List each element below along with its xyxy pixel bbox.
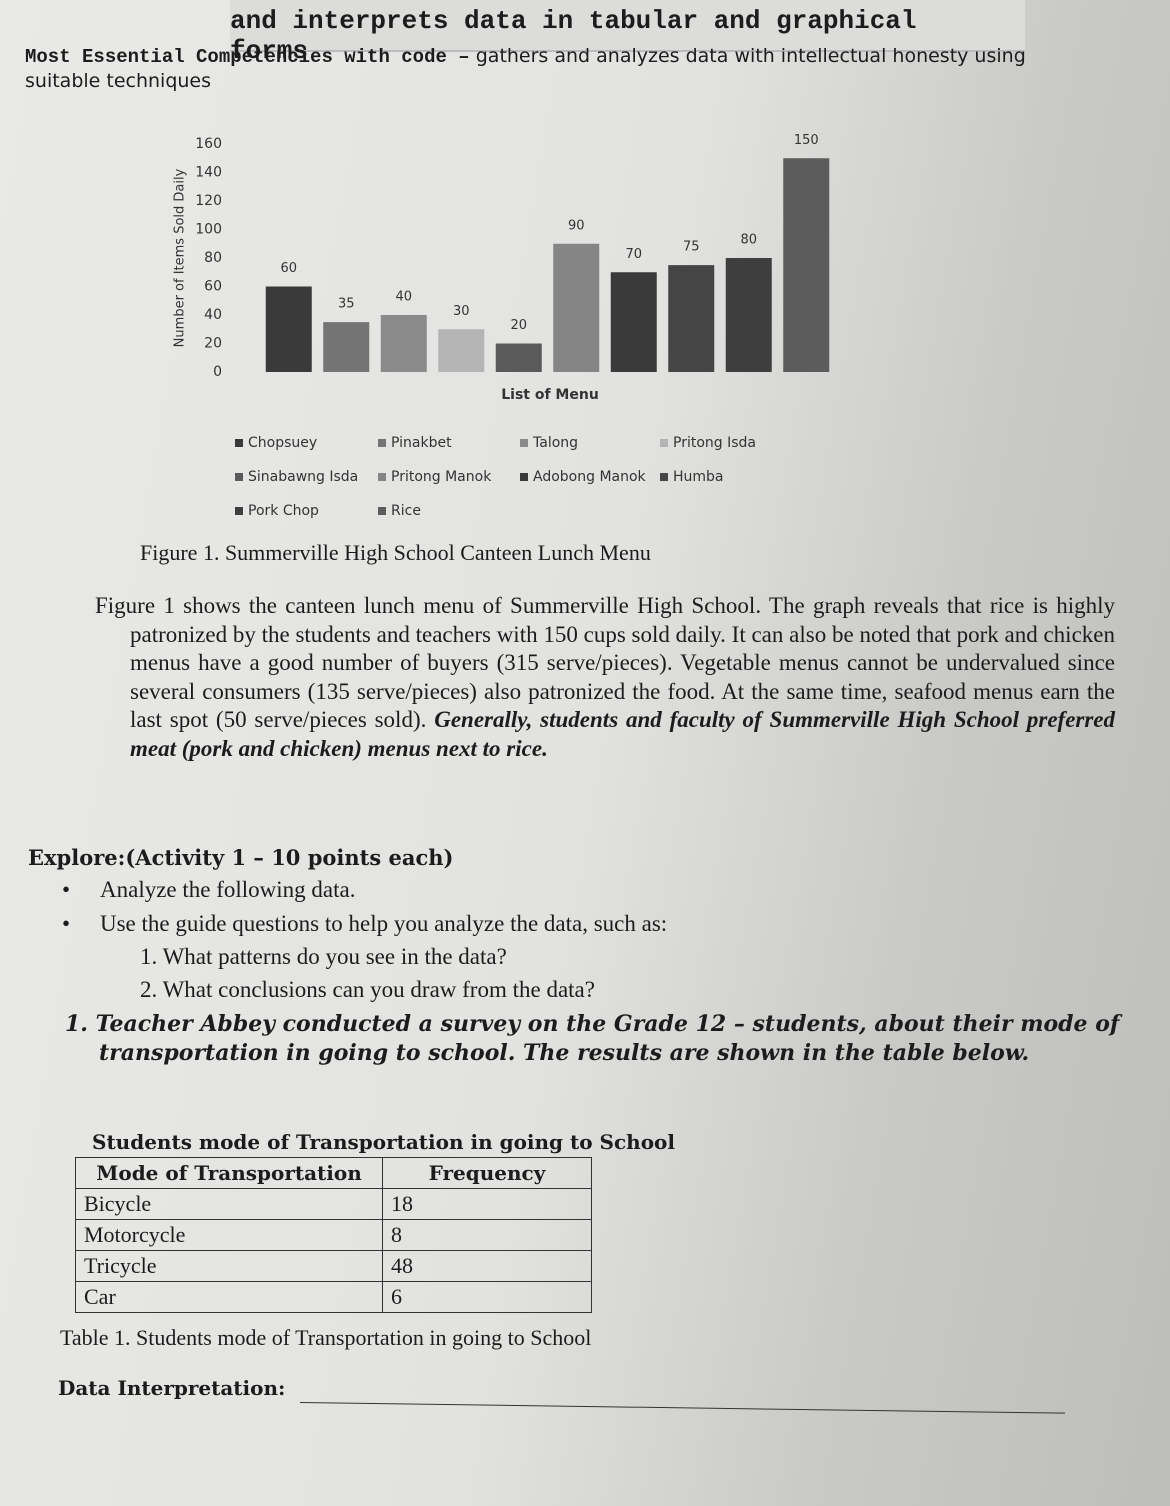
- paragraph-emphasis: Generally, students and faculty of Summe…: [130, 707, 1116, 761]
- bar: [725, 258, 772, 372]
- y-tick-label: 40: [204, 307, 222, 323]
- table-cell: 18: [382, 1188, 592, 1220]
- bar: [668, 265, 715, 372]
- bar: [380, 315, 427, 372]
- table-header: Mode of Transportation Frequency: [75, 1157, 592, 1189]
- table-title: Students mode of Transportation in going…: [92, 1130, 675, 1154]
- y-tick-label: 100: [195, 222, 222, 238]
- bar: [610, 272, 657, 372]
- figure-caption: Figure 1. Summerville High School Cantee…: [140, 540, 651, 565]
- legend-label: Sinabawng Isda: [248, 469, 358, 485]
- value-label: 40: [395, 290, 412, 305]
- value-label: 20: [510, 318, 527, 333]
- bullet: Use the guide questions to help you anal…: [62, 911, 667, 937]
- legend-label: Pinakbet: [391, 435, 452, 451]
- table-caption: Table 1. Students mode of Transportation…: [60, 1325, 592, 1350]
- y-tick-label: 160: [195, 136, 222, 152]
- bar: [553, 243, 600, 372]
- header-bar: and interprets data in tabular and graph…: [230, 0, 1025, 66]
- table-cell: 48: [382, 1250, 592, 1282]
- x-axis-label: List of Menu: [501, 387, 599, 403]
- legend-label: Pritong Manok: [391, 469, 492, 485]
- legend-swatch: [378, 439, 386, 447]
- table-row: Motorcycle 8: [75, 1219, 592, 1251]
- activity-item: 1. Teacher Abbey conducted a survey on t…: [65, 1011, 1120, 1066]
- value-label: 75: [683, 240, 700, 255]
- legend-swatch: [378, 507, 386, 515]
- column-header: Mode of Transportation: [75, 1157, 383, 1189]
- legend-swatch: [378, 473, 386, 481]
- y-tick-label: 60: [204, 279, 222, 295]
- y-tick-label: 140: [195, 165, 222, 181]
- competency-text: gathers and analyzes data with intellect…: [25, 45, 1026, 92]
- paragraph-text: Figure 1 shows the canteen lunch menu of…: [95, 593, 1115, 732]
- bar: [495, 343, 542, 372]
- question: 1. What patterns do you see in the data?: [140, 944, 507, 969]
- value-label: 90: [568, 218, 585, 233]
- value-label: 80: [740, 233, 757, 248]
- legend-label: Pork Chop: [248, 503, 319, 519]
- explore-heading: Explore:(Activity 1 – 10 points each): [28, 845, 454, 870]
- bar: [438, 329, 485, 372]
- interpretation-label: Data Interpretation:: [58, 1376, 286, 1400]
- table-cell: Bicycle: [75, 1188, 383, 1220]
- competency-label: Most Essential Competencies with code –: [25, 46, 470, 68]
- legend-swatch: [235, 507, 243, 515]
- legend-swatch: [520, 473, 528, 481]
- y-tick-label: 120: [195, 193, 222, 209]
- table-row: Car 6: [75, 1281, 592, 1313]
- legend-swatch: [235, 473, 243, 481]
- header-title: and interprets data in tabular and graph…: [230, 6, 917, 66]
- table-cell: 8: [382, 1219, 592, 1251]
- table-row: Bicycle 18: [75, 1188, 592, 1220]
- bar: [265, 286, 312, 372]
- legend-label: Chopsuey: [248, 435, 317, 451]
- value-label: 60: [280, 261, 297, 276]
- y-tick-label: 80: [204, 250, 222, 266]
- value-label: 70: [625, 247, 642, 262]
- legend-swatch: [235, 439, 243, 447]
- paragraph: Figure 1 shows the canteen lunch menu of…: [95, 592, 1115, 763]
- y-tick-label: 20: [204, 336, 222, 352]
- answer-line: [299, 1402, 1065, 1414]
- chart: 0 20 40 60 80 100 120 140 160 Number of Items Sol…: [173, 133, 830, 519]
- table-cell: 6: [382, 1281, 592, 1313]
- legend-label: Adobong Manok: [533, 469, 647, 485]
- table-cell: Car: [75, 1281, 383, 1313]
- legend-label: Humba: [673, 469, 724, 485]
- bar: [323, 322, 370, 372]
- legend-label: Rice: [391, 503, 421, 519]
- table: Mode of Transportation Frequency Bicycle…: [75, 1157, 592, 1313]
- legend-label: Pritong Isda: [673, 435, 756, 451]
- value-label: 35: [338, 297, 355, 312]
- question: 2. What conclusions can you draw from th…: [140, 977, 595, 1002]
- legend-swatch: [660, 473, 668, 481]
- bullet: Analyze the following data.: [62, 877, 356, 903]
- legend-label: Talong: [532, 435, 578, 451]
- column-header: Frequency: [382, 1157, 592, 1189]
- legend-swatch: [520, 439, 528, 447]
- table-cell: Tricycle: [75, 1250, 383, 1282]
- y-axis-label: Number of Items Sold Daily: [173, 168, 188, 347]
- bar: [783, 158, 830, 372]
- table-cell: Motorcycle: [75, 1219, 383, 1251]
- value-label: 150: [794, 133, 819, 148]
- y-tick-label: 0: [213, 364, 222, 380]
- competency: Most Essential Competencies with code – …: [25, 44, 1045, 93]
- legend-swatch: [660, 439, 668, 447]
- value-label: 30: [453, 304, 470, 319]
- table-row: Tricycle 48: [75, 1250, 592, 1282]
